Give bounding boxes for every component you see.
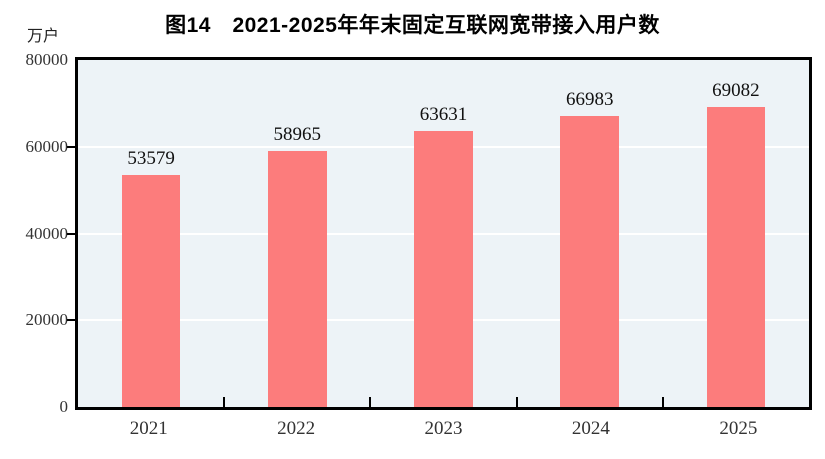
x-axis-labels: 2021 2022 2023 2024 2025 bbox=[75, 418, 812, 440]
bar-value-label: 53579 bbox=[127, 147, 175, 169]
x-boundary-tick bbox=[223, 397, 226, 407]
bar-value-label: 58965 bbox=[273, 124, 322, 146]
x-boundary-tick bbox=[661, 397, 664, 407]
y-tick-label: 60000 bbox=[25, 136, 69, 156]
bar-2023 bbox=[414, 131, 473, 407]
bar-column-2023: 63631 bbox=[370, 60, 516, 407]
bar-column-2021: 53579 bbox=[78, 60, 224, 407]
y-tick-mark bbox=[67, 232, 75, 235]
x-tick-label-2025: 2025 bbox=[719, 418, 758, 439]
bar-column-2025: 69082 bbox=[663, 60, 809, 407]
bar-value-label: 63631 bbox=[419, 104, 468, 126]
chart-title: 图14 2021-2025年年末固定互联网宽带接入用户数 bbox=[165, 14, 660, 37]
bar-column-2024: 66983 bbox=[517, 60, 663, 407]
x-tick-label-2021: 2021 bbox=[129, 418, 168, 439]
x-boundary-tick bbox=[369, 397, 372, 407]
bar-2021 bbox=[121, 174, 181, 407]
plot-area: 53579 58965 63631 66983 69082 bbox=[75, 57, 812, 410]
bar-2025 bbox=[706, 107, 766, 407]
bar-column-2022: 58965 bbox=[224, 60, 370, 407]
y-tick-label: 40000 bbox=[25, 223, 69, 243]
y-tick-label: 0 bbox=[59, 397, 69, 416]
bar-2022 bbox=[268, 151, 327, 407]
y-axis-unit-label: 万户 bbox=[27, 28, 60, 45]
bar-value-label: 66983 bbox=[565, 89, 614, 111]
y-tick-label: 20000 bbox=[25, 310, 69, 330]
bar-2024 bbox=[560, 116, 619, 407]
x-tick-label-2022: 2022 bbox=[277, 418, 316, 439]
y-tick-label: 80000 bbox=[25, 50, 69, 69]
y-tick-mark bbox=[67, 145, 75, 148]
x-tick-label-2024: 2024 bbox=[571, 418, 610, 439]
x-boundary-tick bbox=[515, 397, 518, 407]
bar-value-label: 69082 bbox=[712, 80, 760, 102]
y-tick-mark bbox=[67, 319, 75, 322]
x-tick-label-2023: 2023 bbox=[424, 418, 463, 439]
